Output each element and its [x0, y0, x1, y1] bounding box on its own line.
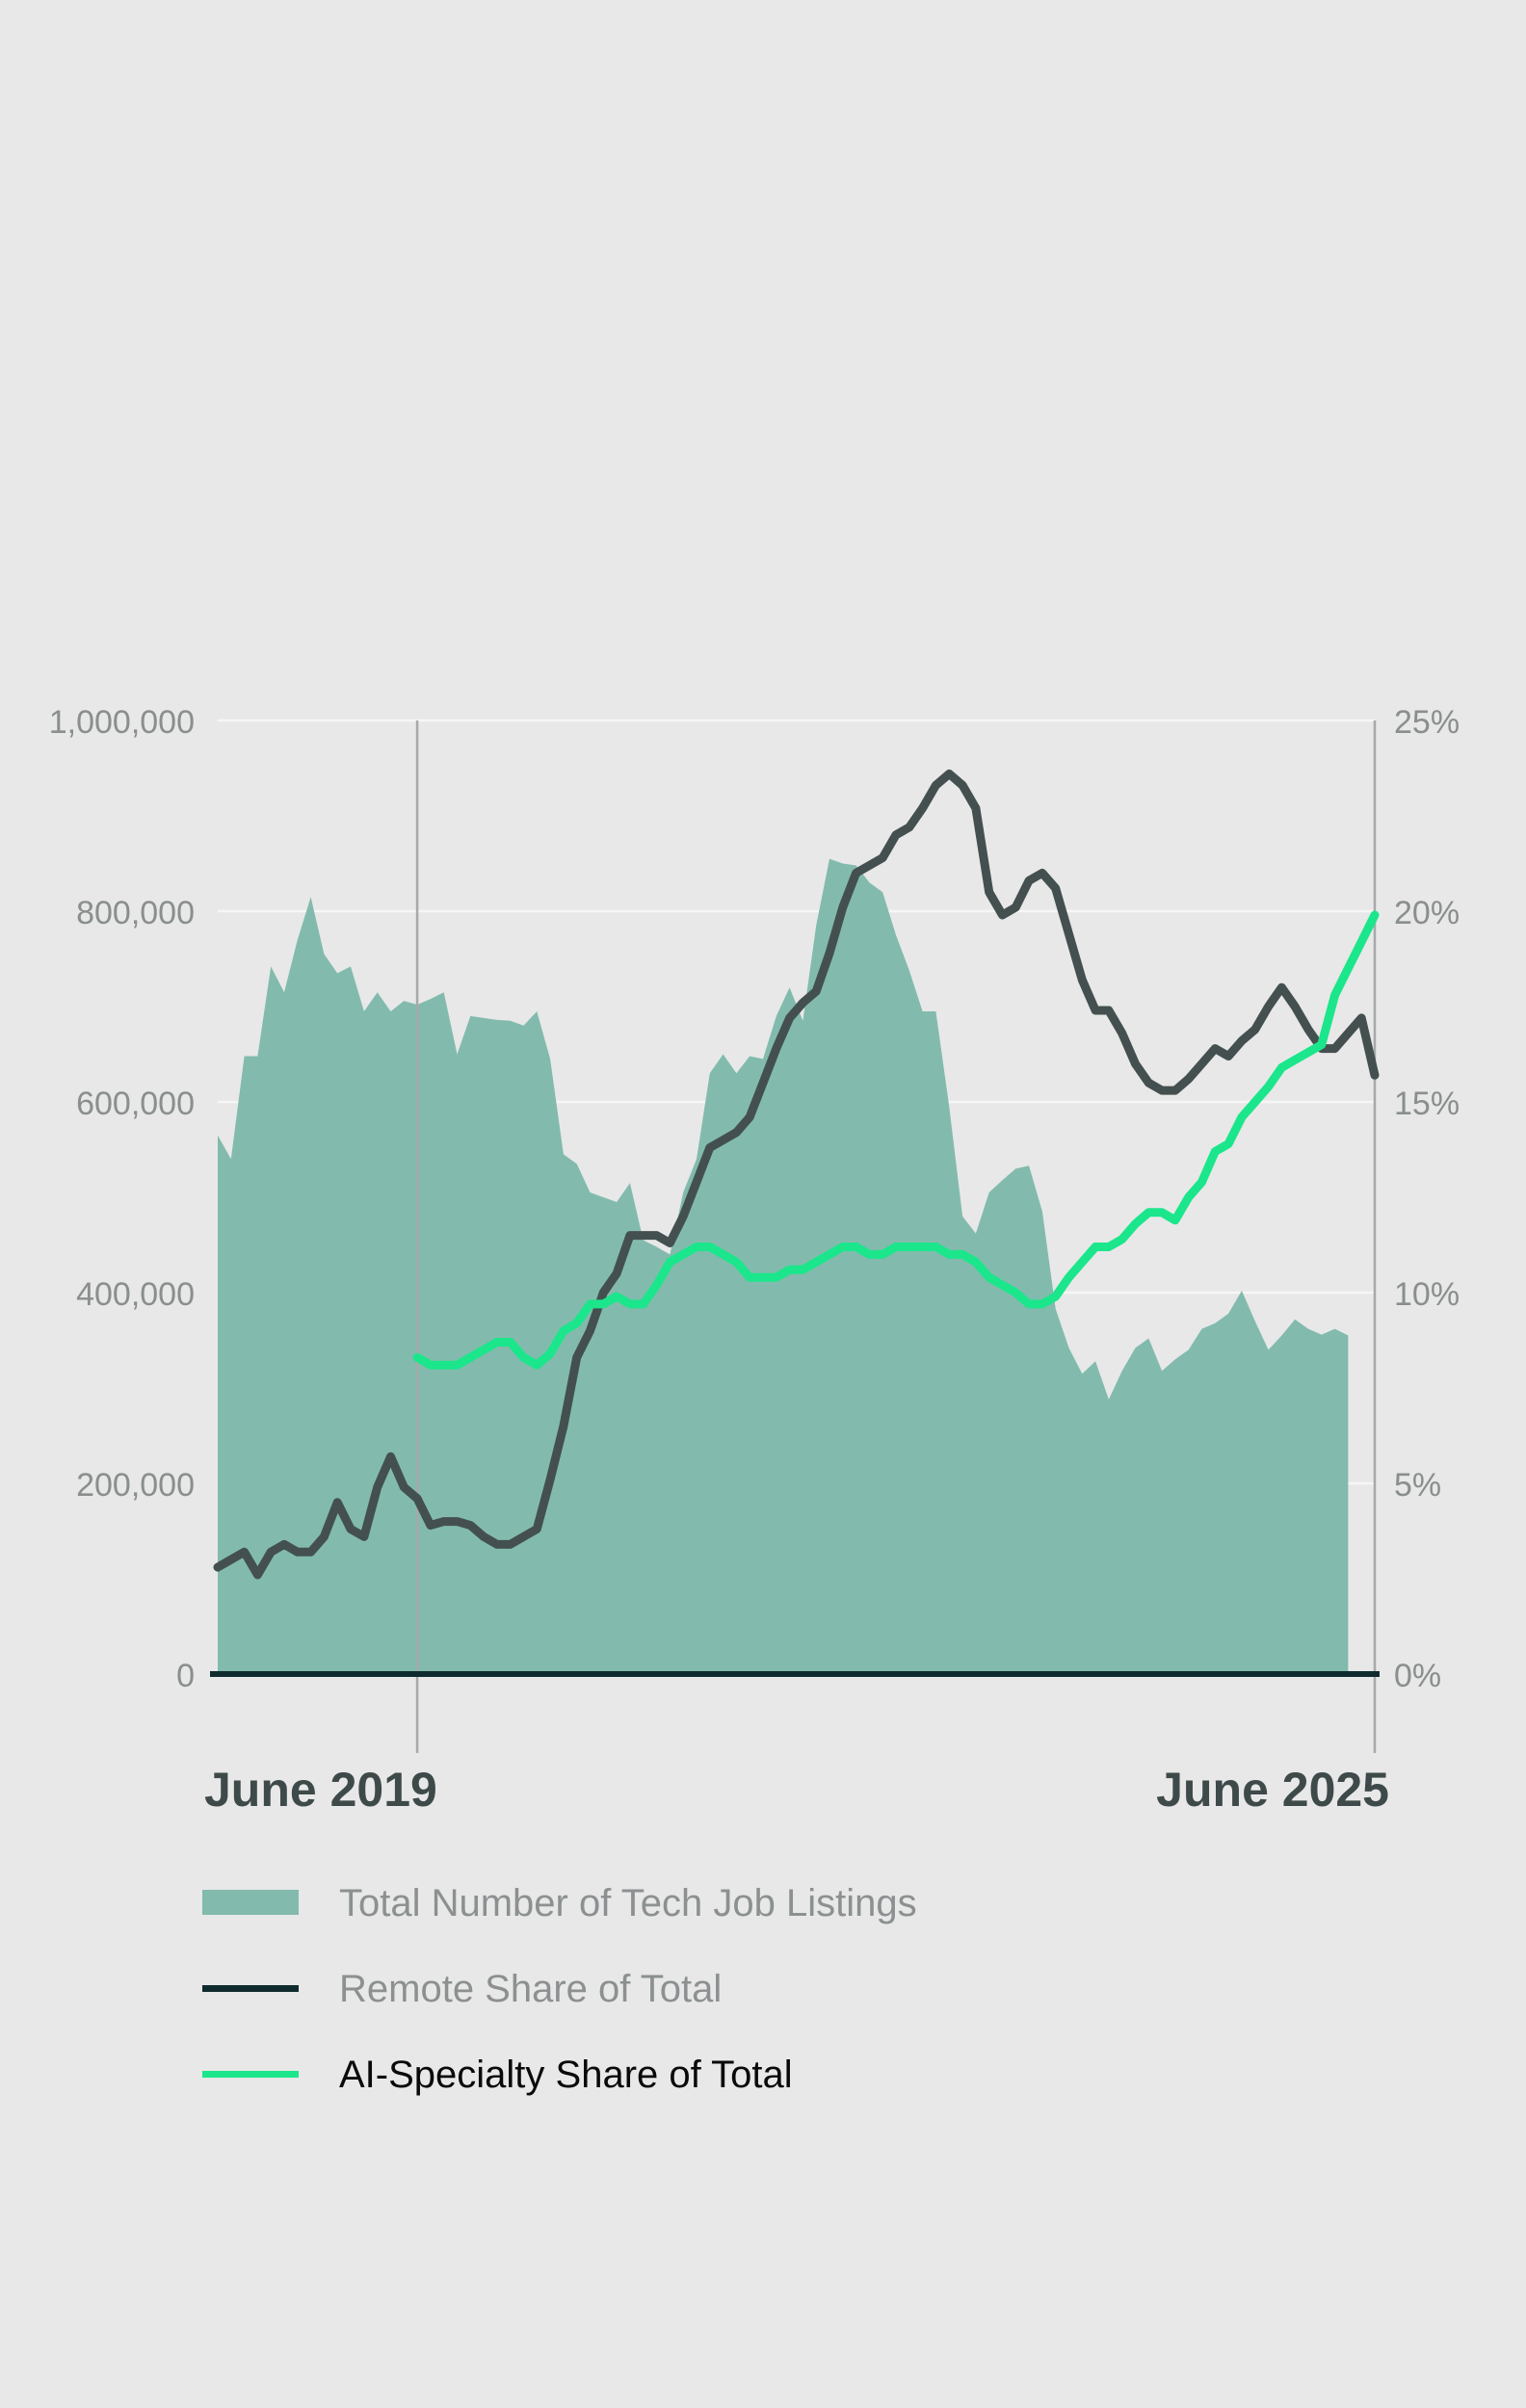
- left-tick-label-1: 200,000: [76, 1467, 195, 1504]
- legend-swatch-area: [202, 1890, 299, 1915]
- left-tick-label-5: 1,000,000: [49, 704, 195, 741]
- x-label-start: June 2019: [204, 1763, 437, 1817]
- chart: 0 200,000 400,000 600,000 800,000 1,000,000 0%…: [49, 704, 1460, 1817]
- left-tick-label-4: 800,000: [76, 895, 195, 931]
- right-tick-label-3: 15%: [1394, 1086, 1460, 1122]
- legend-swatch-remote: [202, 1985, 299, 1992]
- right-tick-label-0: 0%: [1394, 1658, 1441, 1694]
- left-tick-label-0: 0: [176, 1658, 195, 1694]
- x-label-end: June 2025: [1156, 1763, 1389, 1817]
- left-tick-label-3: 600,000: [76, 1086, 195, 1122]
- right-tick-label-1: 5%: [1394, 1467, 1441, 1504]
- left-tick-label-2: 400,000: [76, 1276, 195, 1313]
- right-tick-label-5: 25%: [1394, 704, 1460, 741]
- area-total-listings: [218, 858, 1349, 1674]
- right-tick-label-2: 10%: [1394, 1276, 1460, 1313]
- line-ai-share: [412, 910, 1380, 1370]
- legend-label-total-listings: Total Number of Tech Job Listings: [339, 1882, 917, 1924]
- right-tick-label-4: 20%: [1394, 895, 1460, 931]
- legend-label-ai-share: AI-Specialty Share of Total: [339, 2054, 793, 2096]
- legend-swatch-ai: [202, 2071, 299, 2078]
- legend-label-remote-share: Remote Share of Total: [339, 1968, 723, 2010]
- line-remote-share: [213, 769, 1380, 1580]
